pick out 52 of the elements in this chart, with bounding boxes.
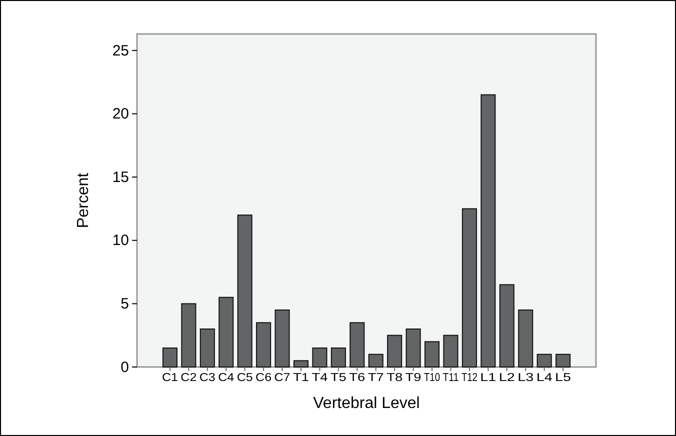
- x-axis-title: Vertebral Level: [313, 395, 420, 412]
- x-tick-label: L1: [480, 372, 496, 384]
- bar: [312, 348, 328, 368]
- x-tick-label: L5: [555, 372, 572, 384]
- y-axis-title: Percent: [75, 172, 92, 228]
- x-tick-label: T5: [330, 372, 346, 384]
- bar: [181, 303, 196, 368]
- x-tick-label: L3: [518, 372, 534, 384]
- bar: [499, 284, 514, 368]
- x-tick-label: L4: [536, 372, 554, 384]
- bar: [424, 341, 440, 368]
- x-tick-label: T7: [368, 372, 384, 384]
- x-tick-label: L2: [498, 372, 515, 384]
- bar: [556, 354, 571, 368]
- bar: [368, 354, 384, 368]
- bar: [237, 214, 252, 368]
- bar: [518, 310, 534, 368]
- x-tick-label: C2: [180, 372, 197, 384]
- bar: [274, 310, 290, 368]
- x-tick-label: T10: [424, 372, 444, 384]
- y-tick-label: 10: [112, 232, 129, 250]
- bar: [293, 360, 309, 368]
- y-tick-label: 0: [120, 358, 129, 376]
- x-tick-label: C4: [218, 372, 235, 384]
- x-tick-label: C6: [256, 372, 272, 384]
- bar: [387, 334, 402, 368]
- y-tick-label: 25: [112, 42, 129, 60]
- bar: [350, 322, 365, 368]
- y-tick-label: 15: [112, 168, 129, 186]
- x-tick-label: C1: [162, 372, 178, 384]
- bar: [200, 328, 215, 368]
- bar: [330, 348, 346, 368]
- y-tick-label: 20: [112, 106, 129, 123]
- bar: [162, 348, 178, 368]
- bar: [218, 296, 234, 368]
- x-tick-label: C7: [274, 372, 290, 384]
- bar: [256, 322, 272, 368]
- bar: [443, 334, 458, 368]
- x-tick-label: C5: [236, 372, 253, 384]
- x-tick-label: T9: [405, 372, 422, 384]
- x-tick-label: C3: [199, 372, 216, 384]
- x-tick-label: T1: [292, 372, 309, 384]
- x-tick-label: T8: [386, 372, 403, 384]
- x-tick-label: T4: [312, 372, 328, 384]
- bar: [462, 208, 477, 368]
- y-tick-label: 5: [120, 295, 129, 312]
- bar: [480, 94, 496, 368]
- x-tick-label: T6: [349, 372, 366, 384]
- x-tick-label: T12: [461, 372, 482, 384]
- x-tick-label: T11: [442, 372, 462, 384]
- bar: [536, 354, 552, 368]
- bar: [406, 328, 421, 368]
